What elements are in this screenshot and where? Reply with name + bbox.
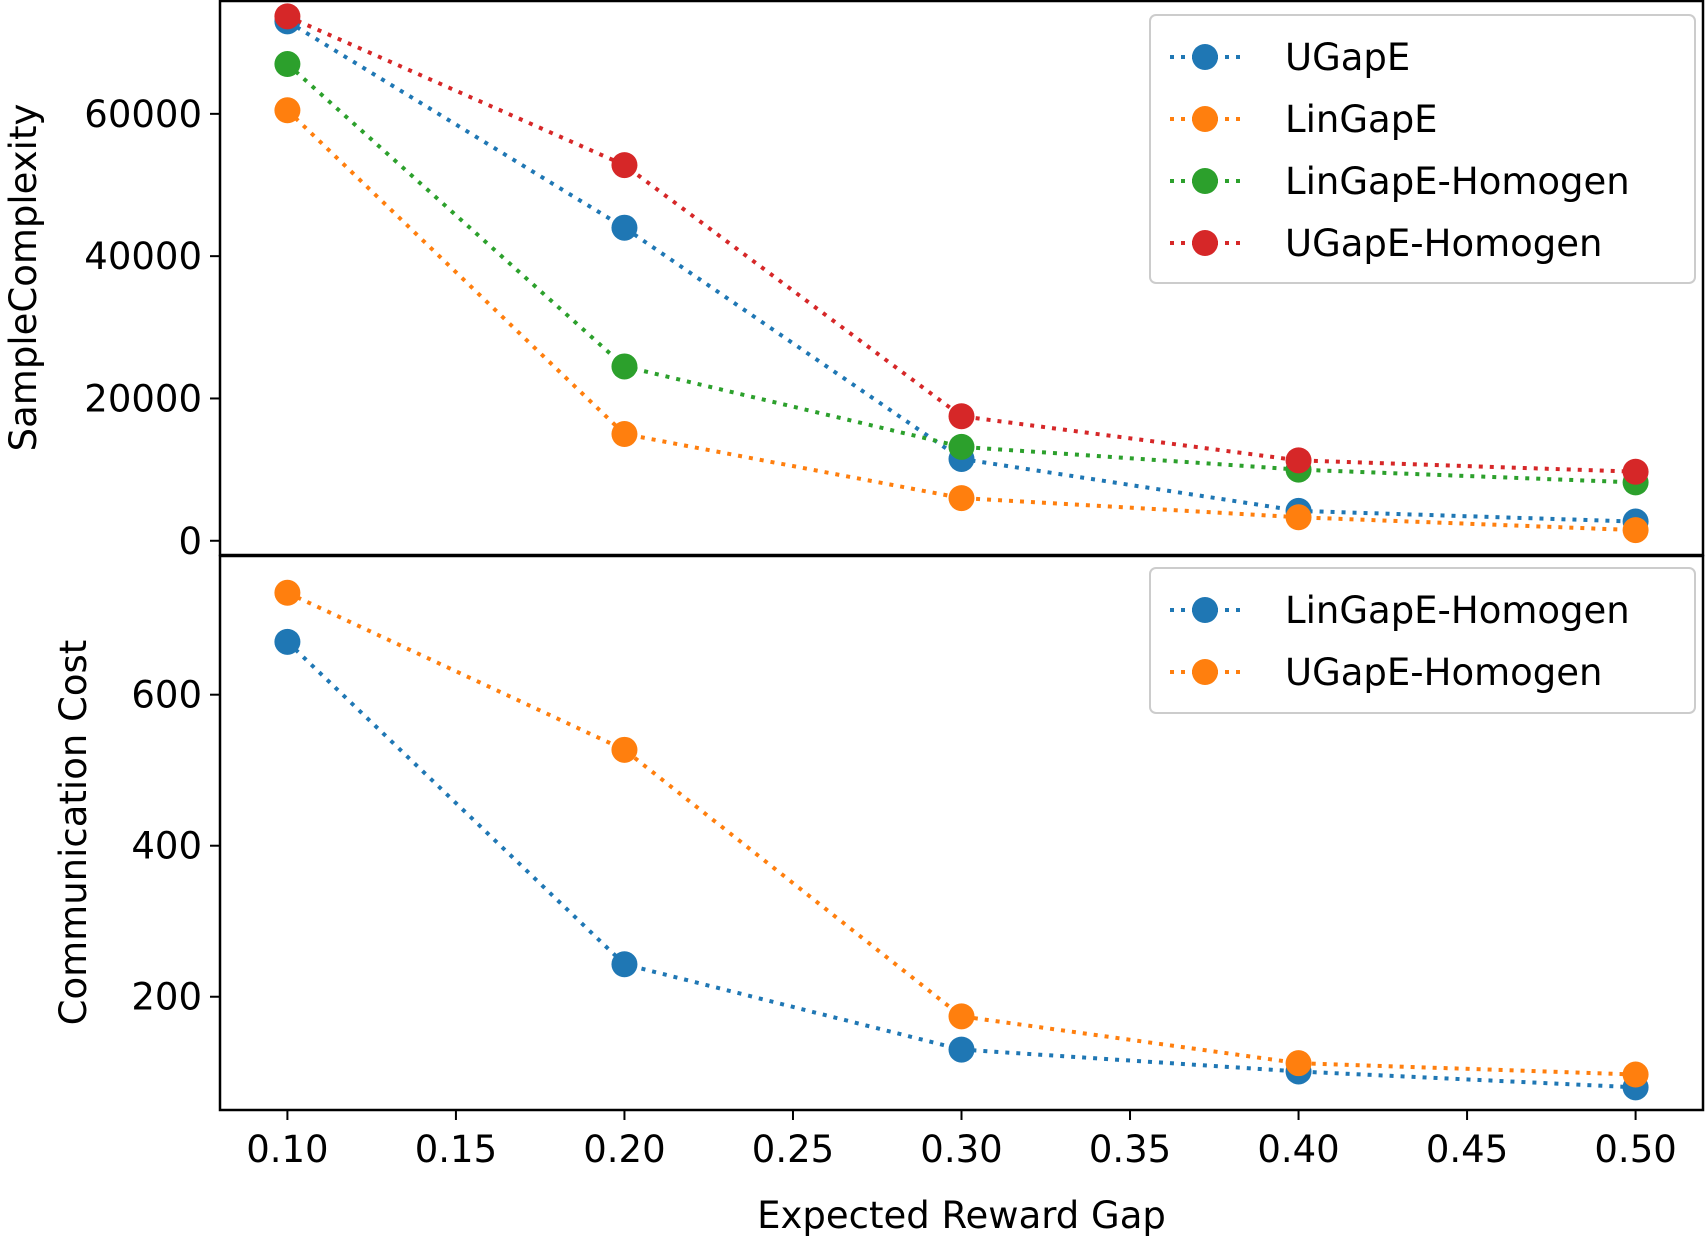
x-tick-label: 0.10 — [246, 1128, 328, 1171]
legend-swatch-marker — [1192, 659, 1218, 685]
data-point — [948, 403, 975, 430]
plot-frame — [218, 554, 1705, 1112]
y-tick-label: 600 — [131, 674, 202, 717]
legend-swatch-marker — [1192, 230, 1218, 256]
legend-swatch-marker — [1192, 44, 1218, 70]
y-axis-label: Communication Cost — [52, 640, 95, 1026]
legend-box — [1149, 14, 1696, 284]
data-point — [1622, 1061, 1649, 1088]
data-point — [948, 1036, 975, 1063]
data-point — [274, 51, 301, 78]
data-point — [1622, 458, 1649, 485]
x-axis-label: Expected Reward Gap — [757, 1194, 1166, 1237]
x-tick-label: 0.35 — [1089, 1128, 1171, 1171]
data-point — [274, 628, 301, 655]
y-tick-label: 40000 — [84, 235, 202, 278]
data-point — [274, 579, 301, 606]
data-point — [1285, 504, 1312, 531]
series-line-lingape — [286, 108, 1636, 533]
x-tick-label: 0.40 — [1257, 1128, 1339, 1171]
data-point — [611, 152, 638, 179]
data-point — [1285, 1050, 1312, 1077]
legend-box — [1149, 567, 1696, 714]
data-point — [611, 421, 638, 448]
data-point — [1622, 517, 1649, 544]
data-point — [948, 1003, 975, 1030]
data-point — [948, 485, 975, 512]
data-point — [611, 353, 638, 380]
y-tick-label: 200 — [131, 976, 202, 1019]
data-point — [1285, 447, 1312, 474]
legend-label: LinGapE-Homogen — [1285, 589, 1630, 632]
data-point — [274, 97, 301, 124]
sample-complexity-panel: 0 20000 40000 60000 SampleComplexity UGapE Lin… — [2, 0, 1705, 563]
legend-label: UGapE-Homogen — [1285, 222, 1602, 265]
y-tick-label: 400 — [131, 825, 202, 868]
y-axis-label: SampleComplexity — [2, 104, 45, 452]
y-tick-label: 20000 — [84, 377, 202, 420]
data-point — [611, 214, 638, 241]
legend-label: UGapE-Homogen — [1285, 651, 1602, 694]
legend-swatch-marker — [1192, 597, 1218, 623]
legend-label: LinGapE — [1285, 98, 1438, 141]
x-tick-label: 0.15 — [415, 1128, 497, 1171]
x-tick-label: 0.50 — [1594, 1128, 1676, 1171]
y-tick-label: 60000 — [84, 93, 202, 136]
series-line-ugape-homogen — [286, 590, 1636, 1077]
series-line-ugape-homogen — [286, 14, 1636, 474]
x-tick-label: 0.25 — [752, 1128, 834, 1171]
legend-swatch-marker — [1192, 168, 1218, 194]
x-tick-label: 0.30 — [920, 1128, 1002, 1171]
data-point — [948, 433, 975, 460]
communication-cost-panel: 200 400 600 0.10 0.15 0.20 0.25 0.30 0.35 0.40 0.4… — [52, 554, 1705, 1237]
legend-label: LinGapE-Homogen — [1285, 160, 1630, 203]
data-point — [611, 951, 638, 978]
legend-label: UGapE — [1285, 36, 1410, 79]
x-tick-label: 0.20 — [583, 1128, 665, 1171]
legend-swatch-marker — [1192, 106, 1218, 132]
data-point — [274, 3, 301, 30]
data-point — [611, 736, 638, 763]
y-tick-label: 0 — [178, 520, 202, 563]
x-tick-label: 0.45 — [1426, 1128, 1508, 1171]
